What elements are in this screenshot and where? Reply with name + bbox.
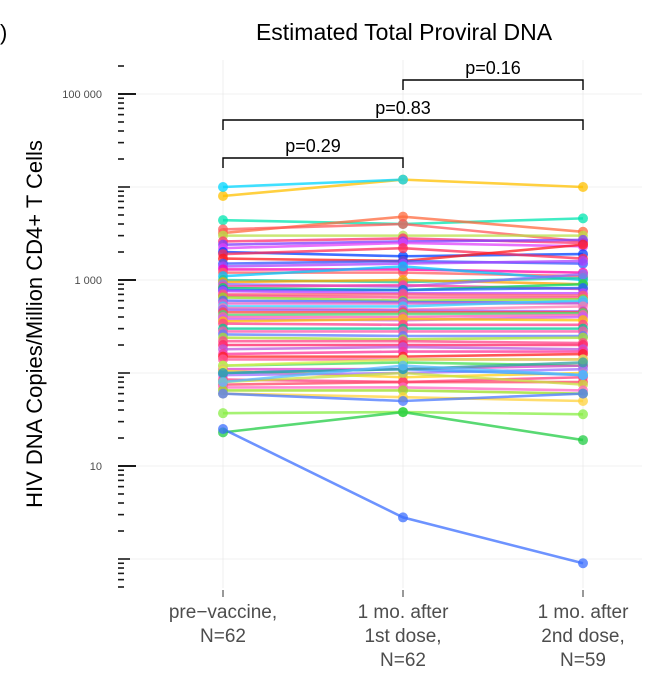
x-category-label: N=59 [560,650,606,671]
data-point [398,360,408,371]
y-axis-label: HIV DNA Copies/Million CD4+ T Cells [22,140,47,508]
x-category-label: N=62 [200,626,246,647]
significance-brackets: p=0.29 p=0.83 p=0.16 [222,58,584,168]
data-point [578,269,588,280]
x-category-label: 1 mo. after [358,602,449,623]
data-point [218,423,228,434]
data-point [398,512,408,523]
series-line [222,178,404,189]
data-point [398,219,408,230]
data-point [218,377,228,388]
data-point [578,395,588,406]
data-point [398,261,408,272]
data-point [218,191,228,202]
data-point [578,409,588,420]
data-point [398,407,408,418]
y-tick-label: 10 [90,461,102,473]
x-category-label: 2nd dose, [541,626,624,647]
data-point [578,388,588,399]
data-point [398,395,408,406]
data-point [218,360,228,371]
data-point [578,182,588,192]
comparison-bracket [222,119,584,130]
panel-letter: ) [0,20,7,45]
data-point [218,182,228,192]
data-point [578,558,588,569]
data-point [578,239,588,250]
x-axis-category-labels: pre−vaccine, N=62 1 mo. after 1st dose, N=62… [169,590,629,671]
data-point [218,408,228,419]
comparison-bracket [402,79,584,90]
data-point [218,215,228,226]
y-axis-tick-labels: 10 1 000 100 000 [62,89,102,473]
data-point [398,211,408,222]
x-category-label: 1st dose, [364,626,441,647]
data-points [218,174,588,569]
data-point [578,370,588,381]
data-point [398,174,408,185]
x-category-label: N=62 [380,650,426,671]
p-value-label: p=0.83 [375,98,431,118]
data-point [578,357,588,368]
data-point [218,368,228,378]
x-category-label: 1 mo. after [538,602,629,623]
y-tick-label: 100 000 [62,89,102,101]
comparison-bracket [222,157,404,168]
y-axis-minor-ticks [118,65,136,588]
data-point [398,243,408,254]
y-tick-label: 1 000 [74,275,102,287]
data-point [218,388,228,399]
p-value-label: p=0.16 [465,58,521,78]
x-category-label: pre−vaccine, [169,602,277,623]
data-point [578,256,588,267]
data-point [578,435,588,446]
p-value-label: p=0.29 [285,136,341,156]
data-point [578,213,588,224]
chart-title: Estimated Total Proviral DNA [256,19,553,45]
